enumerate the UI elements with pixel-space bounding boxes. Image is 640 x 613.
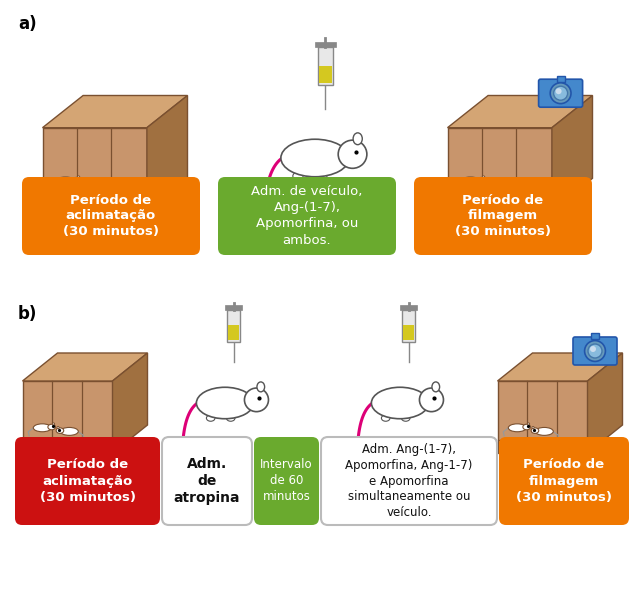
Text: Adm. de veículo,
Ang-(1-7),
Apomorfina, ou
ambos.: Adm. de veículo, Ang-(1-7), Apomorfina, … [252,186,363,246]
Text: Período de
filmagem
(30 minutos): Período de filmagem (30 minutos) [455,194,551,238]
FancyBboxPatch shape [218,177,396,255]
Bar [557,75,564,82]
Ellipse shape [60,427,78,435]
Ellipse shape [227,415,235,421]
Polygon shape [42,128,147,210]
Polygon shape [552,96,593,210]
Bar [228,326,239,340]
Circle shape [590,346,596,352]
Ellipse shape [281,139,349,177]
Circle shape [584,341,605,362]
Ellipse shape [432,382,440,392]
Ellipse shape [381,415,390,421]
Text: Período de
aclimatação
(30 minutos): Período de aclimatação (30 minutos) [40,459,136,503]
Polygon shape [447,128,552,210]
Circle shape [556,88,562,94]
Ellipse shape [244,388,268,412]
Ellipse shape [486,181,495,188]
Ellipse shape [527,423,530,425]
Ellipse shape [207,415,215,421]
Bar [400,305,417,310]
Circle shape [588,344,602,358]
Text: Intervalo
de 60
minutos: Intervalo de 60 minutos [260,459,313,503]
Ellipse shape [86,181,108,190]
Ellipse shape [77,176,80,178]
Bar [591,333,599,340]
Text: Período de
aclimatação
(30 minutos): Período de aclimatação (30 minutos) [63,194,159,238]
FancyBboxPatch shape [539,79,582,107]
FancyBboxPatch shape [22,177,200,255]
Ellipse shape [532,427,534,428]
Polygon shape [22,353,147,381]
Polygon shape [497,381,588,453]
Ellipse shape [508,424,526,432]
Ellipse shape [81,181,90,188]
Bar [315,42,336,47]
Circle shape [554,86,568,100]
Ellipse shape [492,181,512,190]
Text: Período de
filmagem
(30 minutos): Período de filmagem (30 minutos) [516,459,612,503]
Bar [227,310,240,341]
Bar [403,326,414,340]
FancyBboxPatch shape [499,437,629,525]
FancyBboxPatch shape [321,437,497,525]
Ellipse shape [72,177,81,184]
Bar [319,66,332,83]
Ellipse shape [56,428,64,433]
Ellipse shape [488,180,490,183]
Polygon shape [42,96,188,128]
Text: a): a) [18,15,36,33]
Ellipse shape [371,387,429,419]
Bar [225,305,243,310]
Ellipse shape [83,180,85,183]
Text: Adm. Ang-(1-7),
Apomorfina, Ang-1-7)
e Apomorfina
simultaneamente ou
veículo.: Adm. Ang-(1-7), Apomorfina, Ang-1-7) e A… [346,443,473,519]
Ellipse shape [353,133,362,145]
Ellipse shape [460,177,481,186]
Ellipse shape [317,172,327,180]
Text: b): b) [18,305,37,323]
Ellipse shape [483,176,484,178]
Polygon shape [147,96,188,210]
Text: Adm.
de
atropina: Adm. de atropina [173,457,240,505]
Ellipse shape [57,427,59,428]
FancyBboxPatch shape [254,437,319,525]
FancyBboxPatch shape [162,437,252,525]
Ellipse shape [338,140,367,169]
Polygon shape [447,96,593,128]
Ellipse shape [196,387,253,419]
Bar [317,47,333,85]
Bar [403,310,415,341]
Ellipse shape [48,424,56,430]
Ellipse shape [401,415,410,421]
Polygon shape [113,353,147,453]
Ellipse shape [293,172,303,180]
Polygon shape [588,353,623,453]
Polygon shape [497,353,623,381]
Ellipse shape [531,428,539,433]
Ellipse shape [523,424,531,430]
FancyBboxPatch shape [573,337,617,365]
Ellipse shape [257,382,264,392]
Ellipse shape [52,423,54,425]
Ellipse shape [55,177,76,186]
FancyBboxPatch shape [15,437,160,525]
Ellipse shape [33,424,51,432]
FancyBboxPatch shape [414,177,592,255]
Circle shape [550,83,571,104]
Ellipse shape [535,427,554,435]
Ellipse shape [477,177,486,184]
Polygon shape [22,381,113,453]
Ellipse shape [419,388,444,412]
